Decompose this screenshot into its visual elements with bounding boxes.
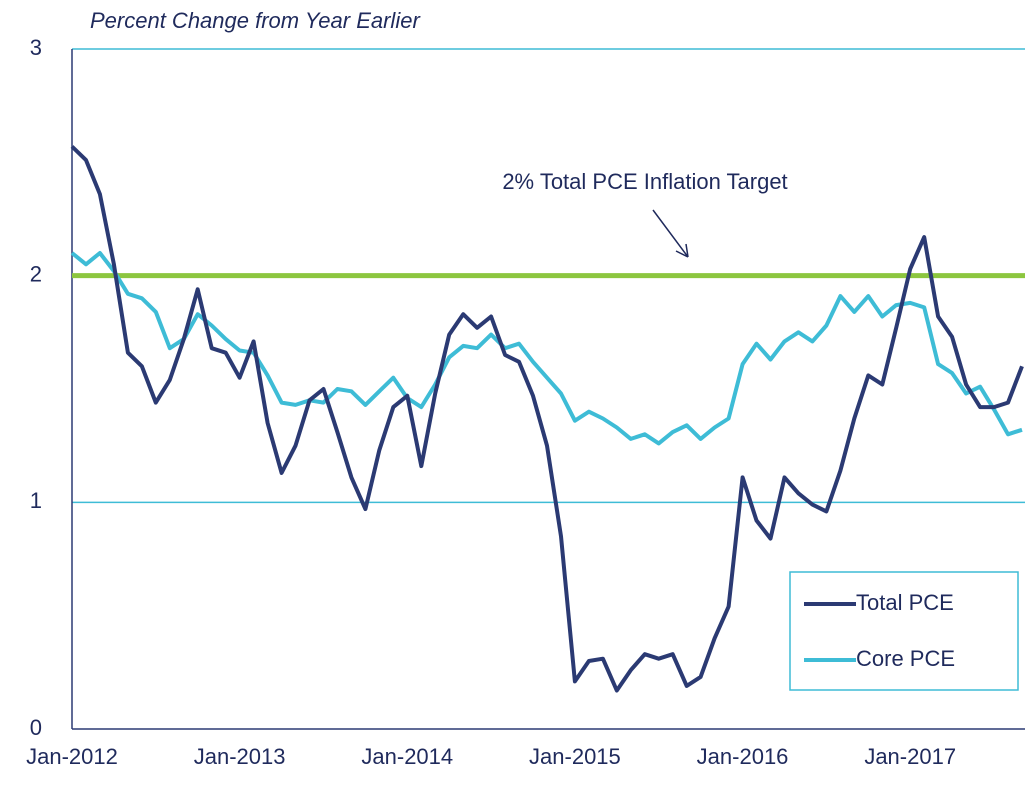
x-tick-label: Jan-2013 [194,744,286,769]
annotation-arrow [652,209,689,258]
y-tick-label: 2 [30,261,42,286]
x-tick-label: Jan-2017 [864,744,956,769]
legend-label: Core PCE [856,646,955,671]
x-tick-label: Jan-2015 [529,744,621,769]
y-tick-label: 3 [30,35,42,60]
series-line [70,251,1023,446]
x-tick-label: Jan-2016 [697,744,789,769]
series-line [70,145,1024,693]
y-tick-label: 1 [30,488,42,513]
target-label: 2% Total PCE Inflation Target [502,169,787,194]
legend-box [789,571,1019,691]
x-tick-label: Jan-2012 [26,744,118,769]
y-tick-label: 0 [30,715,42,740]
x-tick-label: Jan-2014 [361,744,453,769]
chart-subtitle: Percent Change from Year Earlier [90,8,421,33]
legend-label: Total PCE [856,590,954,615]
